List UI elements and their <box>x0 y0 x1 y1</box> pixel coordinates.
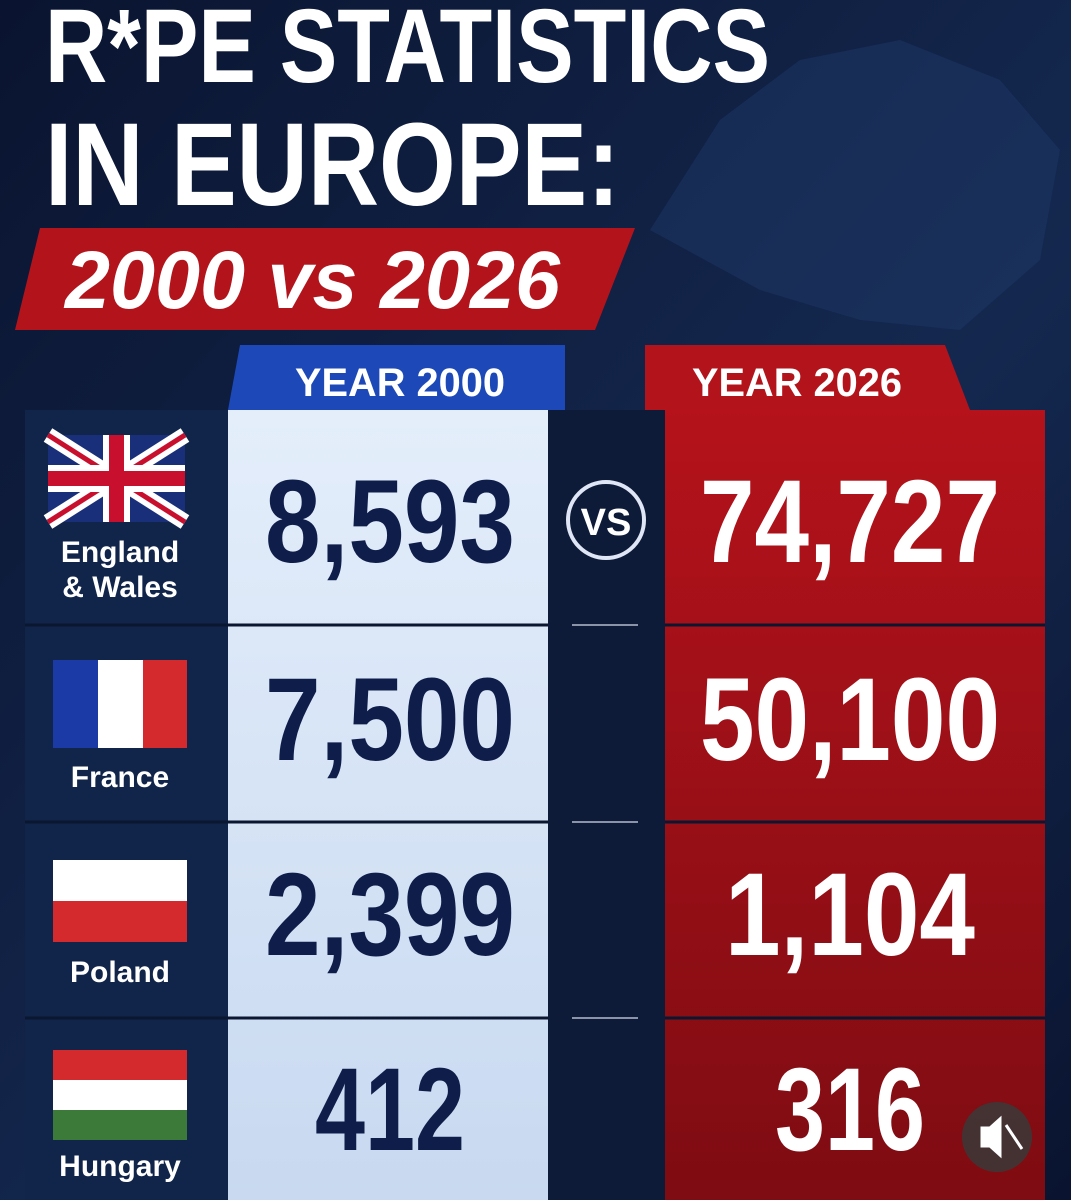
flag-hungary <box>53 1050 187 1140</box>
column-header: YEAR 2000 <box>295 361 505 405</box>
column-tab <box>228 345 565 410</box>
flag-poland <box>53 860 187 942</box>
vs-label: VS <box>581 502 632 544</box>
year-2000-column <box>228 410 548 1200</box>
value-2000: 2,399 <box>265 849 515 981</box>
flag-uk <box>43 428 190 529</box>
subtitle: 2000 vs 2026 <box>63 235 561 326</box>
value-2026: 316 <box>775 1044 925 1176</box>
value-2000: 412 <box>315 1044 465 1176</box>
flag-france <box>53 660 187 748</box>
year-2026-column <box>665 410 1045 1200</box>
map <box>650 40 1060 330</box>
subtitle-banner <box>15 228 635 330</box>
column-header: YEAR 2026 <box>692 361 902 405</box>
value-2000: 7,500 <box>265 654 515 786</box>
country-name: France <box>71 761 169 794</box>
vs-badge <box>566 480 646 560</box>
rows: England& Wales 8,593 74,727 France 7,500 50,1… <box>59 456 1000 1183</box>
mute-icon <box>980 1115 1024 1159</box>
value-2000: 8,593 <box>265 456 515 588</box>
value-2026: 74,727 <box>700 456 1000 588</box>
row-dividers <box>25 623 1045 1020</box>
country-name: & Wales <box>62 571 178 604</box>
value-2026: 1,104 <box>725 849 975 981</box>
column-tab <box>645 345 970 410</box>
country-name: Hungary <box>59 1150 181 1183</box>
country-name: Poland <box>70 956 170 989</box>
title-line: R*PE STATISTICS <box>45 0 770 105</box>
country-name: England <box>61 536 179 569</box>
separator-dashes <box>572 624 638 1019</box>
value-2026: 50,100 <box>700 654 1000 786</box>
title-line: IN EUROPE: <box>45 99 620 231</box>
